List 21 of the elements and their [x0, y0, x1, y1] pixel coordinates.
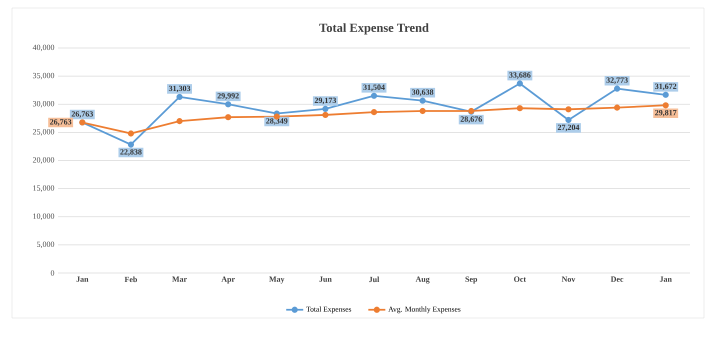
point: [516, 80, 523, 87]
point: [516, 105, 523, 112]
point: [420, 108, 426, 114]
point: [662, 92, 669, 98]
point: [128, 130, 134, 137]
point: [614, 104, 620, 111]
point: [322, 106, 328, 112]
point: [420, 98, 426, 104]
point: [565, 106, 572, 112]
point: [322, 112, 328, 118]
point: [225, 101, 232, 108]
point: [614, 86, 620, 92]
chart-title: Total Expense Trend: [319, 23, 429, 35]
point: [565, 116, 572, 124]
point: [176, 94, 183, 100]
point: [370, 109, 378, 116]
point: [176, 118, 183, 124]
point: [128, 141, 134, 148]
point: [225, 114, 232, 120]
point: [662, 102, 669, 108]
point: [370, 92, 378, 99]
